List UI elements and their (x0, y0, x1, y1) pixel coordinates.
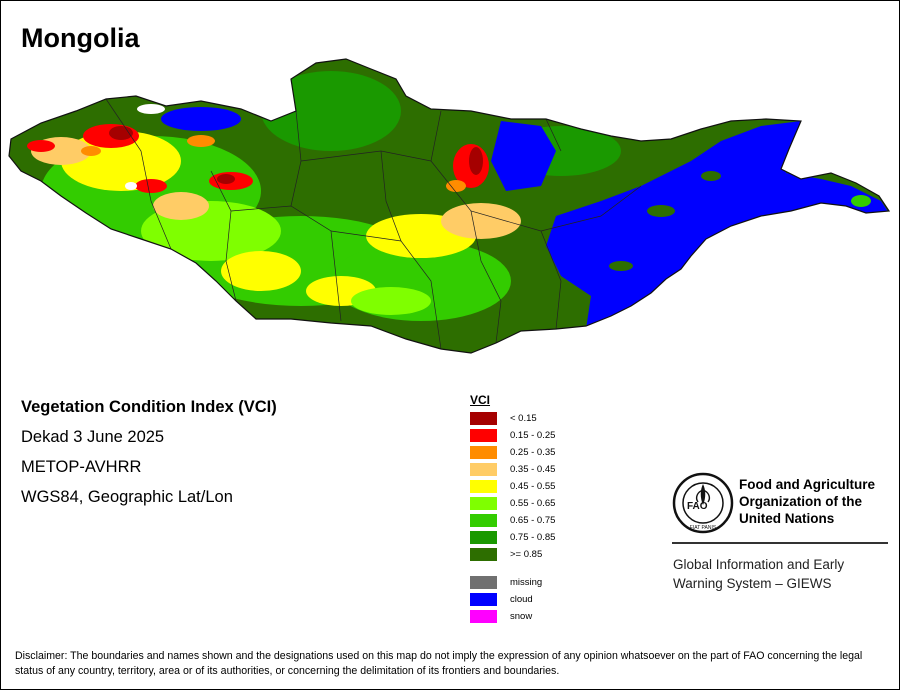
vci-map (8, 58, 891, 354)
legend-item: 0.35 - 0.45 (470, 463, 555, 476)
legend-label: 0.35 - 0.45 (510, 464, 556, 475)
legend-label: 0.65 - 0.75 (510, 515, 556, 526)
fao-name-line3: United Nations (739, 511, 835, 526)
legend-swatch (470, 514, 497, 527)
projection-label: WGS84, Geographic Lat/Lon (21, 488, 233, 506)
logo-motto: FIAT PANIS (690, 525, 717, 531)
legend-swatch (470, 576, 497, 589)
legend-swatch (470, 531, 497, 544)
legend-item: 0.25 - 0.35 (470, 446, 555, 459)
legend-item: cloud (470, 593, 533, 606)
legend-label: 0.75 - 0.85 (510, 532, 556, 543)
legend-swatch (470, 429, 497, 442)
index-name: Vegetation Condition Index (VCI) (21, 398, 277, 416)
legend-swatch (470, 548, 497, 561)
legend-swatch (470, 593, 497, 606)
legend-swatch (470, 412, 497, 425)
legend-swatch (470, 497, 497, 510)
legend-label: 0.45 - 0.55 (510, 481, 556, 492)
legend-item: < 0.15 (470, 412, 537, 425)
giews-line2: Warning System – GIEWS (673, 576, 832, 591)
giews-line1: Global Information and Early (673, 557, 845, 572)
legend-label: < 0.15 (510, 413, 537, 424)
legend-label: snow (510, 611, 533, 622)
fao-name: Food and Agriculture Organization of the… (739, 476, 889, 527)
legend-item: >= 0.85 (470, 548, 542, 561)
fao-logo-icon: FAO FIAT PANIS (672, 472, 734, 534)
legend-title: VCI (470, 393, 491, 407)
fao-name-line1: Food and Agriculture (739, 477, 875, 492)
legend-item: missing (470, 576, 542, 589)
period-label: Dekad 3 June 2025 (21, 428, 165, 446)
legend-item: 0.15 - 0.25 (470, 429, 555, 442)
legend-item: 0.45 - 0.55 (470, 480, 555, 493)
vci-raster (9, 59, 889, 353)
province-boundaries (105, 98, 642, 350)
legend-label: >= 0.85 (510, 549, 543, 560)
divider (672, 542, 888, 544)
legend-swatch (470, 463, 497, 476)
legend-label: 0.25 - 0.35 (510, 447, 556, 458)
sensor-label: METOP-AVHRR (21, 458, 142, 476)
legend-label: cloud (510, 594, 533, 605)
legend-label: 0.15 - 0.25 (510, 430, 556, 441)
legend-item: 0.75 - 0.85 (470, 531, 555, 544)
legend-label: missing (510, 577, 543, 588)
legend-swatch (470, 480, 497, 493)
legend-swatch (470, 610, 497, 623)
disclaimer: Disclaimer: The boundaries and names sho… (15, 650, 863, 677)
map-title: Mongolia (21, 23, 140, 53)
logo-text: FAO (687, 501, 708, 512)
legend-item: snow (470, 610, 532, 623)
legend-swatch (470, 446, 497, 459)
fao-name-line2: Organization of the (739, 494, 862, 509)
legend-label: 0.55 - 0.65 (510, 498, 556, 509)
giews-label: Global Information and Early Warning Sys… (673, 555, 893, 593)
legend-item: 0.65 - 0.75 (470, 514, 555, 527)
country-outline (8, 58, 891, 354)
legend-item: 0.55 - 0.65 (470, 497, 555, 510)
